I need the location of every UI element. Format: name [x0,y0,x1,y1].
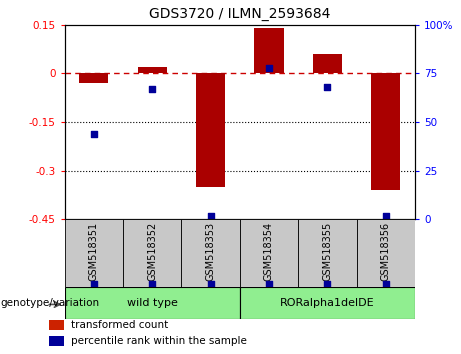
Point [324,281,331,287]
Text: genotype/variation: genotype/variation [0,298,99,308]
Point [207,281,214,287]
Bar [254,28,284,73]
Text: GSM518355: GSM518355 [322,222,332,281]
Bar [298,219,356,287]
Text: wild type: wild type [127,298,177,308]
Bar [49,320,64,330]
Bar [137,67,167,73]
Text: GSM518354: GSM518354 [264,222,274,281]
Point [265,65,272,70]
Bar [79,73,108,83]
Point [265,281,272,287]
Title: GDS3720 / ILMN_2593684: GDS3720 / ILMN_2593684 [149,7,331,21]
Text: percentile rank within the sample: percentile rank within the sample [71,336,247,346]
Text: GSM518351: GSM518351 [89,222,99,281]
Point [382,213,390,218]
Bar [356,219,415,287]
Point [90,131,97,137]
Point [324,84,331,90]
Text: GSM518352: GSM518352 [147,222,157,281]
Bar [371,73,400,190]
Bar [65,219,123,287]
Bar [65,287,240,319]
Point [382,281,390,287]
Text: RORalpha1delDE: RORalpha1delDE [280,298,375,308]
Bar [196,73,225,187]
Bar [240,219,298,287]
Text: GSM518353: GSM518353 [206,222,216,281]
Bar [313,54,342,73]
Text: transformed count: transformed count [71,320,169,330]
Point [148,86,156,92]
Bar [181,219,240,287]
Point [90,281,97,287]
Point [207,213,214,218]
Text: GSM518356: GSM518356 [381,222,391,281]
Bar [123,219,181,287]
Point [148,281,156,287]
Bar [240,287,415,319]
Bar [49,336,64,346]
